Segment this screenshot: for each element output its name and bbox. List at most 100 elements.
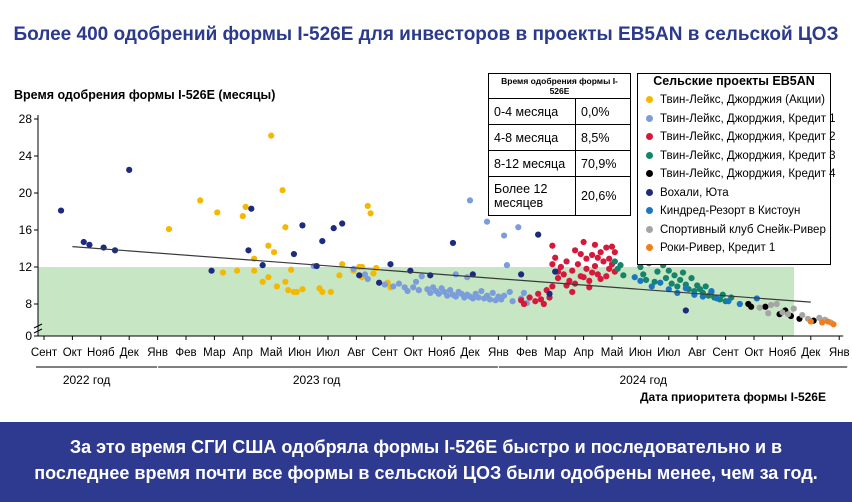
x-axis-label: Дата приоритета формы I-526E (640, 390, 826, 404)
data-point (387, 261, 394, 268)
data-point (299, 222, 306, 229)
x-tick-label: Нояб (769, 347, 797, 359)
data-point (679, 269, 687, 276)
table-range: 8-12 месяца (488, 150, 576, 177)
legend-swatch-icon (646, 133, 653, 141)
footer-banner: За это время СГИ США одобряла формы I-52… (0, 422, 852, 502)
axis-break-mark (33, 323, 43, 329)
data-point (597, 275, 604, 283)
y-tick-label: 20 (19, 186, 33, 200)
data-point (830, 321, 837, 328)
data-point (239, 213, 246, 220)
legend: Сельские проекты EB5AN Твин-Лейкс, Джорд… (637, 73, 836, 265)
data-point (637, 277, 644, 284)
data-point (242, 203, 249, 210)
data-point (571, 280, 579, 287)
legend-swatch-icon (646, 188, 653, 196)
legend-label: Твин-Лейкс, Джорджия, Кредит 2 (660, 131, 836, 143)
data-point (214, 209, 221, 216)
data-point (245, 247, 252, 254)
x-tick-label: Май (260, 347, 283, 359)
data-point (356, 272, 363, 279)
data-point (270, 249, 278, 256)
data-point (557, 263, 564, 271)
x-tick-label: Окт (63, 347, 83, 359)
year-label: 2023 год (293, 373, 341, 387)
x-tick-label: Апр (233, 347, 253, 359)
data-point (319, 238, 326, 245)
data-point (248, 205, 255, 212)
data-point (640, 271, 647, 278)
data-point (500, 292, 508, 299)
data-point (631, 274, 638, 281)
data-point (483, 218, 491, 225)
data-point (708, 287, 715, 295)
data-point (410, 284, 417, 291)
data-point (606, 265, 613, 272)
data-point (282, 278, 289, 285)
y-tick-label: 28 (19, 112, 33, 126)
data-point (537, 296, 545, 303)
legend-label: Твин-Лейкс, Джорджия, Кредит 1 (660, 112, 836, 125)
data-point (415, 287, 422, 294)
data-point (279, 187, 286, 194)
x-tick-label: Апр (573, 347, 593, 359)
data-point (725, 298, 732, 305)
data-point (287, 266, 295, 273)
data-point (790, 305, 797, 312)
data-point (589, 251, 596, 259)
data-point (577, 250, 584, 258)
footer-line: последнее время почти все формы в сельск… (34, 463, 818, 483)
legend-swatch-icon (646, 114, 653, 122)
data-point (219, 269, 227, 276)
x-tick-label: Июн (288, 347, 311, 359)
data-point (563, 258, 570, 265)
data-point (447, 287, 454, 294)
data-point (412, 278, 420, 285)
data-point (469, 271, 476, 278)
table-range: Более 12 месяцев (488, 176, 576, 216)
data-point (702, 283, 709, 290)
data-point (475, 294, 482, 301)
data-point (418, 273, 425, 280)
data-point (546, 290, 553, 297)
data-point (807, 318, 814, 325)
data-point (336, 272, 343, 279)
data-point (756, 304, 763, 311)
legend-swatch-icon (646, 207, 653, 215)
y-tick-label: 0 (25, 329, 32, 343)
legend-item: Вохали, Юта (638, 184, 830, 203)
data-point (583, 255, 590, 262)
data-point (339, 220, 346, 227)
data-point (549, 242, 556, 249)
data-point (515, 224, 522, 231)
data-point (748, 303, 755, 310)
data-point (327, 288, 334, 296)
table-header: Время одобрения формы I-526E (488, 73, 631, 99)
data-point (407, 267, 414, 274)
data-point (580, 274, 587, 281)
x-tick-label: Авг (347, 347, 365, 359)
data-point (313, 262, 320, 270)
legend-swatch-icon (646, 225, 653, 233)
data-point (594, 271, 601, 278)
data-point (532, 298, 539, 305)
x-tick-label: Дек (120, 347, 140, 359)
data-point (654, 268, 661, 275)
data-point (642, 276, 650, 284)
x-tick-label: Май (601, 347, 624, 359)
data-point (466, 197, 474, 204)
data-point (767, 301, 775, 309)
legend-label: Твин-Лейкс, Джорджия, Кредит 4 (660, 168, 836, 180)
y-tick-label: 24 (19, 149, 33, 163)
x-tick-label: Фев (175, 347, 196, 359)
data-point (452, 293, 459, 300)
y-tick-label: 16 (19, 223, 33, 237)
data-point (571, 247, 579, 254)
data-point (265, 274, 272, 281)
data-point (552, 268, 559, 275)
data-point (674, 289, 681, 296)
data-point (500, 232, 508, 239)
data-point (736, 300, 743, 308)
table-range: 4-8 месяца (488, 124, 576, 151)
